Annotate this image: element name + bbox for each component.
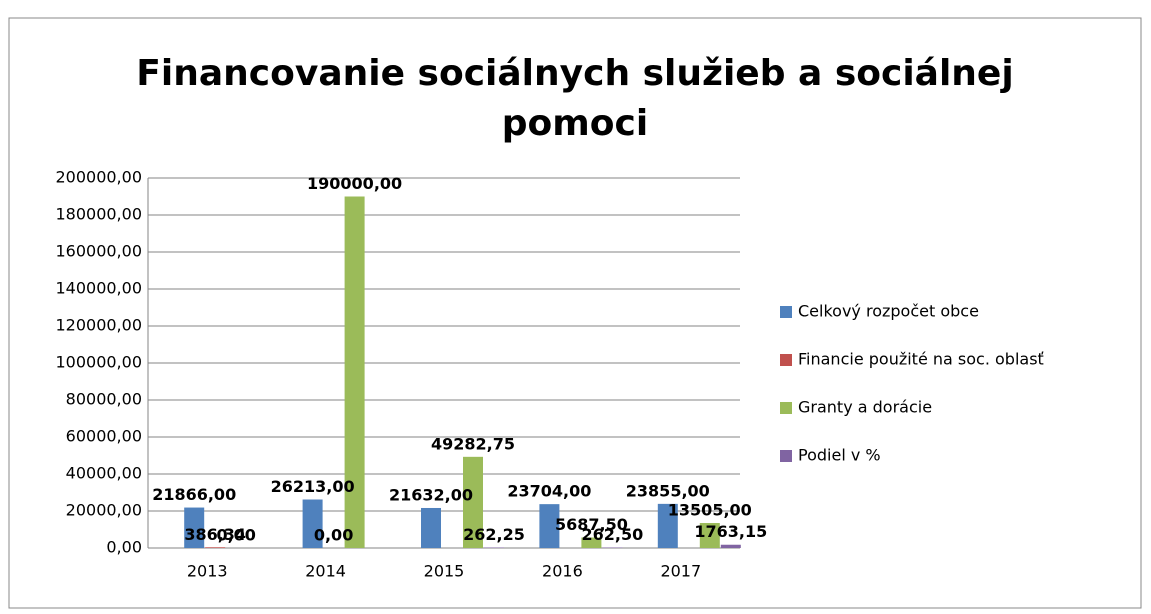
y-tick-label: 140000,00: [55, 279, 142, 298]
x-tick-label: 2013: [187, 562, 228, 581]
y-tick-label: 160000,00: [55, 242, 142, 261]
x-tick-label: 2016: [542, 562, 583, 581]
legend-label: Celkový rozpočet obce: [798, 302, 979, 321]
data-label: 49282,75: [431, 434, 515, 453]
data-label: 190000,00: [307, 174, 402, 193]
legend-swatch: [780, 402, 792, 414]
y-tick-label: 120000,00: [55, 316, 142, 335]
legend-swatch: [780, 450, 792, 462]
data-label: 262,50: [582, 525, 644, 544]
data-label: 1763,15: [694, 522, 767, 541]
y-tick-label: 80000,00: [66, 390, 142, 409]
data-label: 23704,00: [507, 482, 591, 501]
data-label: 21866,00: [152, 485, 236, 504]
data-label: 13505,00: [668, 501, 752, 520]
y-tick-label: 180000,00: [55, 205, 142, 224]
chart-title-line-1: Financovanie sociálnych služieb a sociál…: [136, 53, 1013, 94]
bar: [205, 547, 225, 548]
legend-swatch: [780, 354, 792, 366]
data-label: 23855,00: [626, 481, 710, 500]
legend-label: Financie použité na soc. oblasť: [798, 350, 1044, 369]
data-label: 26213,00: [271, 477, 355, 496]
x-tick-label: 2017: [660, 562, 701, 581]
y-tick-label: 20000,00: [66, 501, 142, 520]
bar: [421, 508, 441, 548]
y-tick-label: 60000,00: [66, 427, 142, 446]
bar: [721, 545, 741, 548]
data-label: 0,00: [216, 526, 255, 545]
legend-swatch: [780, 306, 792, 318]
chart-title-line-2: pomoci: [502, 103, 648, 144]
y-tick-label: 100000,00: [55, 353, 142, 372]
data-label: 21632,00: [389, 485, 473, 504]
data-label: 262,25: [463, 525, 525, 544]
legend-label: Podiel v %: [798, 446, 881, 465]
y-tick-label: 40000,00: [66, 464, 142, 483]
y-tick-label: 200000,00: [55, 168, 142, 187]
y-tick-label: 0,00: [106, 538, 142, 557]
x-tick-label: 2015: [424, 562, 465, 581]
data-label: 0,00: [314, 526, 353, 545]
legend-label: Granty a dorácie: [798, 398, 932, 417]
x-tick-label: 2014: [305, 562, 346, 581]
